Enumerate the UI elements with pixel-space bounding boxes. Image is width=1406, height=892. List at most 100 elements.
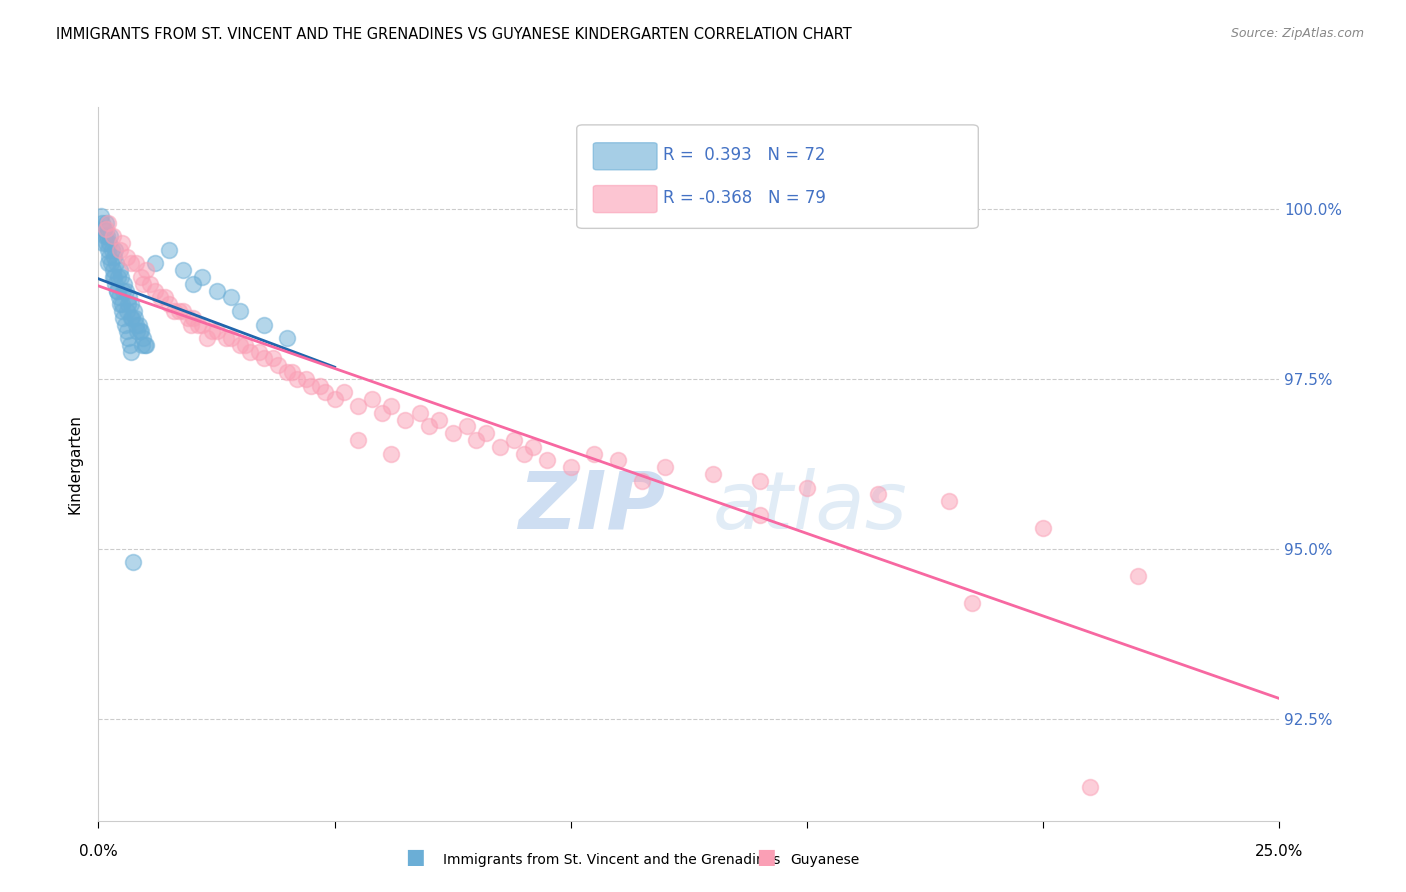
Point bbox=[465, 433, 488, 447]
Point bbox=[93, 229, 115, 244]
Point bbox=[267, 359, 290, 373]
Text: R =  0.393   N = 72: R = 0.393 N = 72 bbox=[664, 146, 825, 164]
Point bbox=[100, 243, 122, 257]
Point bbox=[262, 351, 284, 366]
Point bbox=[371, 406, 394, 420]
FancyBboxPatch shape bbox=[593, 143, 657, 169]
Text: 25.0%: 25.0% bbox=[1256, 845, 1303, 859]
Point bbox=[796, 481, 818, 495]
Point bbox=[127, 324, 149, 338]
Point bbox=[281, 365, 304, 379]
Point bbox=[129, 324, 152, 338]
Point bbox=[748, 474, 770, 488]
Point bbox=[962, 596, 984, 610]
Point bbox=[560, 460, 582, 475]
Point bbox=[124, 310, 146, 325]
Point bbox=[94, 235, 117, 250]
Point bbox=[172, 304, 194, 318]
Point bbox=[111, 297, 134, 311]
Point bbox=[121, 310, 143, 325]
Point bbox=[97, 256, 120, 270]
Point bbox=[512, 447, 534, 461]
Point bbox=[122, 304, 145, 318]
Point bbox=[938, 494, 960, 508]
Point bbox=[380, 447, 402, 461]
Point bbox=[135, 263, 157, 277]
Point bbox=[114, 318, 136, 332]
Point bbox=[118, 338, 141, 352]
Point bbox=[157, 297, 180, 311]
Text: Source: ZipAtlas.com: Source: ZipAtlas.com bbox=[1230, 27, 1364, 40]
Point bbox=[128, 318, 150, 332]
Point bbox=[121, 310, 143, 325]
Point bbox=[125, 318, 148, 332]
Point bbox=[118, 290, 141, 304]
Point bbox=[167, 304, 190, 318]
Point bbox=[441, 426, 464, 441]
Point bbox=[117, 297, 139, 311]
Point bbox=[108, 263, 131, 277]
Point bbox=[276, 331, 298, 345]
Point bbox=[866, 487, 889, 501]
Point bbox=[110, 269, 132, 284]
Point bbox=[131, 338, 153, 352]
Point bbox=[96, 229, 118, 244]
Point bbox=[475, 426, 498, 441]
Point bbox=[91, 235, 114, 250]
Point bbox=[253, 318, 276, 332]
Point bbox=[91, 222, 114, 236]
Point bbox=[108, 243, 131, 257]
Point bbox=[120, 297, 142, 311]
Point bbox=[630, 474, 652, 488]
Point bbox=[103, 269, 125, 284]
Point bbox=[115, 324, 138, 338]
Point bbox=[1032, 521, 1054, 535]
Point bbox=[654, 460, 676, 475]
Point bbox=[607, 453, 630, 467]
Point bbox=[380, 399, 402, 413]
Point bbox=[253, 351, 276, 366]
Point bbox=[125, 256, 148, 270]
Point bbox=[276, 365, 298, 379]
FancyBboxPatch shape bbox=[593, 186, 657, 212]
Point bbox=[163, 304, 186, 318]
Point bbox=[111, 304, 134, 318]
Text: IMMIGRANTS FROM ST. VINCENT AND THE GRENADINES VS GUYANESE KINDERGARTEN CORRELAT: IMMIGRANTS FROM ST. VINCENT AND THE GREN… bbox=[56, 27, 852, 42]
Point bbox=[456, 419, 478, 434]
Point bbox=[105, 256, 128, 270]
Point bbox=[93, 222, 115, 236]
Point bbox=[239, 344, 262, 359]
Point bbox=[195, 331, 218, 345]
Point bbox=[112, 310, 135, 325]
Text: ■: ■ bbox=[756, 847, 776, 867]
Point bbox=[121, 256, 143, 270]
Point bbox=[180, 318, 202, 332]
Point bbox=[347, 433, 370, 447]
Point bbox=[394, 412, 416, 426]
Point bbox=[132, 331, 155, 345]
Text: ■: ■ bbox=[405, 847, 425, 867]
Point bbox=[132, 277, 155, 291]
Point bbox=[219, 290, 242, 304]
Point bbox=[229, 304, 252, 318]
Point bbox=[314, 385, 336, 400]
Point bbox=[149, 290, 172, 304]
Point bbox=[201, 324, 224, 338]
Point bbox=[97, 216, 120, 230]
Point bbox=[1126, 569, 1149, 583]
Text: ZIP: ZIP bbox=[517, 467, 665, 546]
Point bbox=[205, 284, 228, 298]
Point bbox=[333, 385, 356, 400]
Point bbox=[114, 284, 136, 298]
Point bbox=[427, 412, 450, 426]
Point bbox=[299, 378, 322, 392]
Point bbox=[98, 250, 121, 264]
Text: 0.0%: 0.0% bbox=[79, 845, 118, 859]
Point bbox=[247, 344, 270, 359]
Point bbox=[153, 290, 176, 304]
Text: atlas: atlas bbox=[713, 467, 907, 546]
Point bbox=[748, 508, 770, 522]
FancyBboxPatch shape bbox=[576, 125, 979, 228]
Point bbox=[104, 277, 127, 291]
Point bbox=[1080, 780, 1102, 794]
